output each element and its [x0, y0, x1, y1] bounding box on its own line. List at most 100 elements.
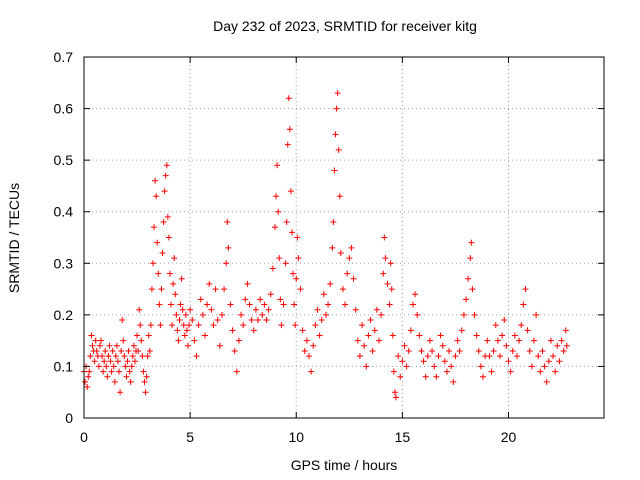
data-points	[81, 90, 570, 401]
data-point	[560, 347, 567, 354]
data-point	[418, 347, 425, 354]
data-point	[240, 322, 247, 329]
data-point	[122, 363, 129, 370]
data-point	[387, 260, 394, 267]
data-point	[159, 249, 166, 256]
x-tick-label: 15	[395, 429, 411, 445]
data-point	[123, 373, 130, 380]
data-point	[91, 358, 98, 365]
data-point	[330, 219, 337, 226]
data-point	[124, 358, 131, 365]
data-point	[308, 368, 315, 375]
data-point	[218, 311, 225, 318]
data-point	[318, 317, 325, 324]
data-point	[537, 368, 544, 375]
data-point	[416, 332, 423, 339]
data-point	[168, 301, 175, 308]
data-point	[185, 342, 191, 349]
data-point	[107, 358, 114, 365]
data-point	[403, 363, 410, 370]
data-point	[206, 280, 213, 287]
data-point	[224, 219, 231, 226]
data-point	[149, 260, 156, 267]
data-point	[120, 337, 127, 344]
data-point	[518, 322, 525, 329]
data-point	[173, 311, 180, 318]
data-point	[134, 332, 141, 339]
data-point	[327, 280, 334, 287]
data-point	[312, 322, 319, 329]
data-point	[450, 378, 457, 385]
data-point	[333, 105, 340, 112]
data-point	[127, 378, 134, 385]
data-point	[543, 378, 550, 385]
chart-title: Day 232 of 2023, SRMTID for receiver kit…	[213, 18, 477, 34]
y-tick-label: 0.4	[54, 204, 74, 220]
data-point	[229, 327, 236, 334]
data-point	[528, 363, 535, 370]
x-axis-label: GPS time / hours	[290, 457, 398, 473]
data-point	[197, 296, 204, 303]
data-point	[163, 162, 170, 169]
data-point	[148, 286, 155, 293]
data-point	[257, 296, 264, 303]
data-point	[235, 337, 242, 344]
data-point	[497, 353, 503, 360]
data-point	[369, 347, 376, 354]
data-point	[152, 177, 159, 184]
data-point	[255, 317, 262, 324]
data-point	[140, 368, 147, 375]
data-point	[287, 188, 294, 195]
data-point	[178, 275, 185, 282]
data-point	[507, 368, 514, 375]
data-point	[339, 286, 346, 293]
data-point	[332, 131, 339, 138]
data-point	[135, 347, 142, 354]
data-point	[397, 373, 404, 380]
data-point	[183, 327, 190, 334]
data-point	[169, 322, 176, 329]
data-point	[136, 306, 143, 313]
data-point	[102, 347, 109, 354]
data-point	[252, 306, 259, 313]
data-point	[554, 342, 561, 349]
y-tick-label: 0.5	[54, 152, 74, 168]
data-point	[492, 322, 499, 329]
data-point	[112, 353, 119, 360]
data-point	[448, 363, 455, 370]
data-point	[535, 353, 542, 360]
data-point	[348, 244, 355, 251]
data-point	[456, 347, 463, 354]
data-point	[121, 353, 128, 360]
data-point	[301, 347, 308, 354]
data-point	[407, 327, 414, 334]
data-point	[386, 301, 393, 308]
data-point	[174, 327, 181, 334]
tick-labels: 0 0.1 0.2 0.3 0.4 0.5 0.6 0.7 0 5 10 15 20	[54, 49, 517, 445]
data-point	[201, 332, 208, 339]
data-point	[443, 368, 450, 375]
data-point	[99, 353, 106, 360]
data-point	[88, 332, 95, 339]
data-point	[552, 368, 559, 375]
data-point	[176, 317, 183, 324]
data-point	[283, 219, 290, 226]
data-point	[475, 347, 482, 354]
data-point	[156, 301, 163, 308]
data-point	[182, 311, 189, 318]
data-point	[109, 347, 116, 354]
y-tick-label: 0.7	[54, 49, 74, 65]
x-tick-label: 5	[186, 429, 194, 445]
data-point	[291, 301, 298, 308]
data-point	[558, 337, 565, 344]
data-point	[547, 337, 554, 344]
data-point	[294, 234, 301, 241]
data-point	[363, 363, 370, 370]
data-point	[275, 208, 282, 215]
data-point	[522, 286, 529, 293]
data-point	[562, 327, 569, 334]
data-point	[246, 301, 253, 308]
data-point	[513, 353, 520, 360]
data-point	[329, 244, 336, 251]
